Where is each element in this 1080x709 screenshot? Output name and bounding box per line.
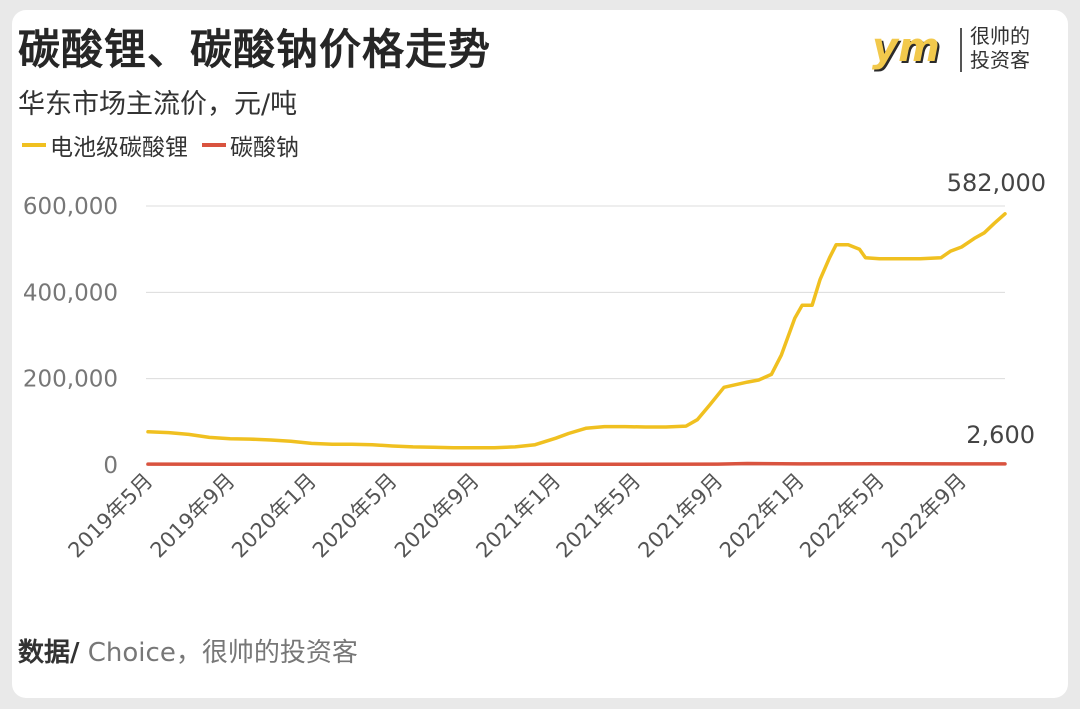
brand-divider: [960, 28, 962, 72]
legend-swatch-lithium: [22, 143, 46, 147]
y-tick-label: 600,000: [23, 194, 118, 220]
x-tick-label: 2021年1月: [471, 469, 565, 563]
x-tick-label: 2021年9月: [634, 469, 728, 563]
brand-logo: ym 很帅的 投资客: [870, 20, 1046, 80]
y-tick-label: 400,000: [23, 280, 118, 306]
y-tick-label: 200,000: [23, 367, 118, 393]
source-prefix: 数据/: [18, 638, 80, 668]
x-tick-label: 2022年5月: [795, 469, 889, 563]
x-tick-label: 2019年5月: [64, 469, 158, 563]
series-line-sodium: [146, 461, 1007, 467]
source-text: Choice，很帅的投资客: [79, 638, 358, 668]
x-axis: 2019年5月2019年9月2020年1月2020年5月2020年9月2021年…: [64, 469, 972, 563]
x-tick-label: 2021年5月: [552, 469, 646, 563]
brand-line-1: 很帅的: [970, 24, 1030, 48]
legend-swatch-sodium: [202, 143, 226, 147]
legend-item-sodium: 碳酸钠: [202, 128, 299, 162]
chart-legend: 电池级碳酸锂 碳酸钠: [22, 128, 313, 162]
chart-card: [12, 10, 1068, 698]
series-lines: [146, 212, 1007, 467]
end-label-sodium: 2,600: [966, 421, 1035, 449]
y-axis: 0 200,000 400,000 600,000: [23, 194, 118, 479]
chart-title: 碳酸锂、碳酸钠价格走势: [18, 25, 492, 74]
brand-line-2: 投资客: [970, 48, 1030, 72]
legend-label-sodium: 碳酸钠: [230, 135, 299, 161]
data-source: 数据/ Choice，很帅的投资客: [18, 632, 358, 669]
x-tick-label: 2020年1月: [227, 469, 321, 563]
x-tick-label: 2022年9月: [877, 469, 971, 563]
brand-mark-icon: ym: [872, 25, 940, 71]
legend-label-lithium: 电池级碳酸锂: [50, 135, 188, 161]
x-tick-label: 2022年1月: [715, 469, 809, 563]
x-tick-label: 2020年5月: [308, 469, 402, 563]
end-label-lithium: 582,000: [947, 169, 1046, 197]
y-tick-label: 0: [103, 453, 118, 479]
x-tick-label: 2019年9月: [146, 469, 240, 563]
series-line-lithium: [146, 212, 1007, 450]
end-labels: 582,000 2,600: [947, 169, 1046, 449]
grid-lines: [146, 205, 1005, 466]
x-tick-label: 2020年9月: [390, 469, 484, 563]
legend-item-lithium: 电池级碳酸锂: [22, 128, 188, 162]
chart-subtitle: 华东市场主流价，元/吨: [18, 89, 298, 120]
